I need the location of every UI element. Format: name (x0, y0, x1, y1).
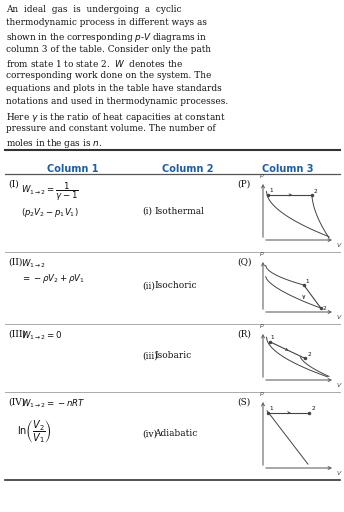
Text: pressure and constant volume. The number of: pressure and constant volume. The number… (6, 124, 216, 133)
Text: $p$: $p$ (259, 322, 265, 330)
Text: equations and plots in the table have standards: equations and plots in the table have st… (6, 84, 222, 93)
Text: (IV): (IV) (8, 398, 25, 407)
Text: (III): (III) (8, 330, 26, 339)
Text: Isobaric: Isobaric (154, 352, 191, 360)
Text: An  ideal  gas  is  undergoing  a  cyclic: An ideal gas is undergoing a cyclic (6, 5, 182, 14)
Text: 1: 1 (271, 335, 275, 340)
Text: (P): (P) (237, 180, 250, 189)
Text: 2: 2 (311, 406, 315, 411)
Text: (iii): (iii) (142, 352, 158, 360)
Text: Column 3: Column 3 (262, 164, 313, 174)
Text: $W_{1\rightarrow2} = -nRT$: $W_{1\rightarrow2} = -nRT$ (21, 398, 85, 411)
Text: 2: 2 (323, 306, 326, 311)
Text: notations and used in thermodynamic processes.: notations and used in thermodynamic proc… (6, 97, 228, 106)
Text: Isothermal: Isothermal (154, 206, 204, 216)
Text: Here $\gamma$ is the ratio of heat capacities at constant: Here $\gamma$ is the ratio of heat capac… (6, 111, 226, 123)
Text: $(p_2V_2 - p_1V_1)$: $(p_2V_2 - p_1V_1)$ (21, 206, 79, 219)
Text: shown in the corresponding $p$-$V$ diagrams in: shown in the corresponding $p$-$V$ diagr… (6, 31, 207, 45)
Text: $p$: $p$ (259, 172, 265, 180)
Text: $V$: $V$ (336, 313, 343, 321)
Text: moles in the gas is $n$.: moles in the gas is $n$. (6, 137, 102, 150)
Text: thermodynamic process in different ways as: thermodynamic process in different ways … (6, 18, 207, 27)
Text: (Q): (Q) (237, 258, 251, 267)
Text: corresponding work done on the system. The: corresponding work done on the system. T… (6, 71, 211, 80)
Text: 2: 2 (307, 352, 311, 357)
Text: (S): (S) (237, 398, 250, 407)
Text: $\ln\!\left(\dfrac{V_2}{V_1}\right)$: $\ln\!\left(\dfrac{V_2}{V_1}\right)$ (17, 418, 52, 445)
Text: $W_{1\rightarrow2} = 0$: $W_{1\rightarrow2} = 0$ (21, 330, 62, 343)
Text: $p$: $p$ (259, 390, 265, 398)
Text: $V$: $V$ (336, 469, 343, 477)
Text: 1: 1 (306, 279, 309, 284)
Text: (i): (i) (142, 206, 152, 216)
Text: column 3 of the table. Consider only the path: column 3 of the table. Consider only the… (6, 45, 211, 54)
Text: 1: 1 (269, 188, 273, 193)
Text: Adiabatic: Adiabatic (154, 430, 197, 438)
Text: 2: 2 (314, 189, 318, 194)
Text: from state 1 to state 2.  $W$  denotes the: from state 1 to state 2. $W$ denotes the (6, 58, 183, 69)
Text: (II): (II) (8, 258, 22, 267)
Text: $W_{1\rightarrow2} = \dfrac{1}{\gamma-1}$: $W_{1\rightarrow2} = \dfrac{1}{\gamma-1}… (21, 180, 79, 203)
Text: (iv): (iv) (142, 430, 157, 438)
Text: Column 1: Column 1 (47, 164, 98, 174)
Text: (I): (I) (8, 180, 19, 189)
Text: (R): (R) (237, 330, 251, 339)
Text: $V$: $V$ (336, 381, 343, 389)
Text: $V$: $V$ (336, 241, 343, 249)
Text: 1: 1 (269, 406, 273, 411)
Text: (ii): (ii) (142, 282, 155, 290)
Text: $W_{1\rightarrow2}$: $W_{1\rightarrow2}$ (21, 258, 46, 270)
Text: $= -\rho V_2 + \rho V_1$: $= -\rho V_2 + \rho V_1$ (21, 272, 85, 285)
Text: Column 2: Column 2 (162, 164, 213, 174)
Text: Isochoric: Isochoric (154, 282, 197, 290)
Text: $p$: $p$ (259, 250, 265, 258)
